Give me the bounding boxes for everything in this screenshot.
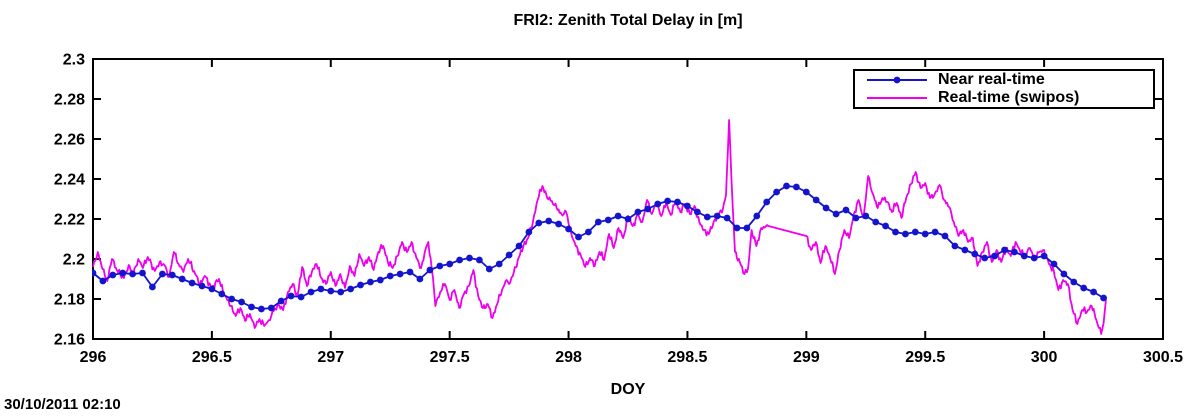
svg-text:296: 296: [80, 349, 107, 366]
svg-text:300: 300: [1031, 349, 1058, 366]
y-axis-ticks: 2.16 2.18 2.2 2.22 2.24 2.26 2.28 2.3: [54, 52, 1163, 349]
x-axis-ticks: 296 296.5 297 297.5 298 298.5 299 299.5 300 300.5: [80, 59, 1183, 366]
x-axis-label: DOY: [610, 381, 646, 398]
legend-label-real-time-swipos: Real-time (swipos): [938, 89, 1080, 106]
legend-entry-near-real-time: Near real-time: [855, 71, 1153, 89]
svg-text:2.3: 2.3: [63, 52, 85, 69]
svg-text:2.2: 2.2: [63, 252, 85, 269]
svg-text:2.18: 2.18: [54, 292, 85, 309]
svg-text:2.16: 2.16: [54, 332, 85, 349]
svg-text:299: 299: [793, 349, 820, 366]
series-near-real-time: [92, 182, 1107, 313]
svg-text:2.22: 2.22: [54, 212, 85, 229]
svg-text:299.5: 299.5: [905, 349, 945, 366]
legend-entry-real-time-swipos: Real-time (swipos): [855, 89, 1153, 107]
svg-text:2.24: 2.24: [54, 172, 85, 189]
svg-text:297: 297: [317, 349, 344, 366]
svg-text:298.5: 298.5: [667, 349, 707, 366]
svg-text:2.28: 2.28: [54, 92, 85, 109]
series-real-time-swipos-line: [92, 119, 1107, 335]
chart-title: FRI2: Zenith Total Delay in [m]: [513, 12, 743, 29]
legend-line-icon: [867, 97, 927, 99]
svg-text:298: 298: [555, 349, 582, 366]
legend: Near real-time Real-time (swipos): [853, 69, 1155, 109]
axes-frame: [92, 58, 1164, 340]
timestamp-label: 30/10/2011 02:10: [4, 396, 121, 413]
svg-text:297.5: 297.5: [430, 349, 470, 366]
svg-text:2.26: 2.26: [54, 132, 85, 149]
svg-text:300.5: 300.5: [1143, 349, 1183, 366]
svg-text:296.5: 296.5: [192, 349, 232, 366]
legend-label-near-real-time: Near real-time: [938, 71, 1045, 88]
legend-line-dot-icon: [867, 76, 927, 84]
